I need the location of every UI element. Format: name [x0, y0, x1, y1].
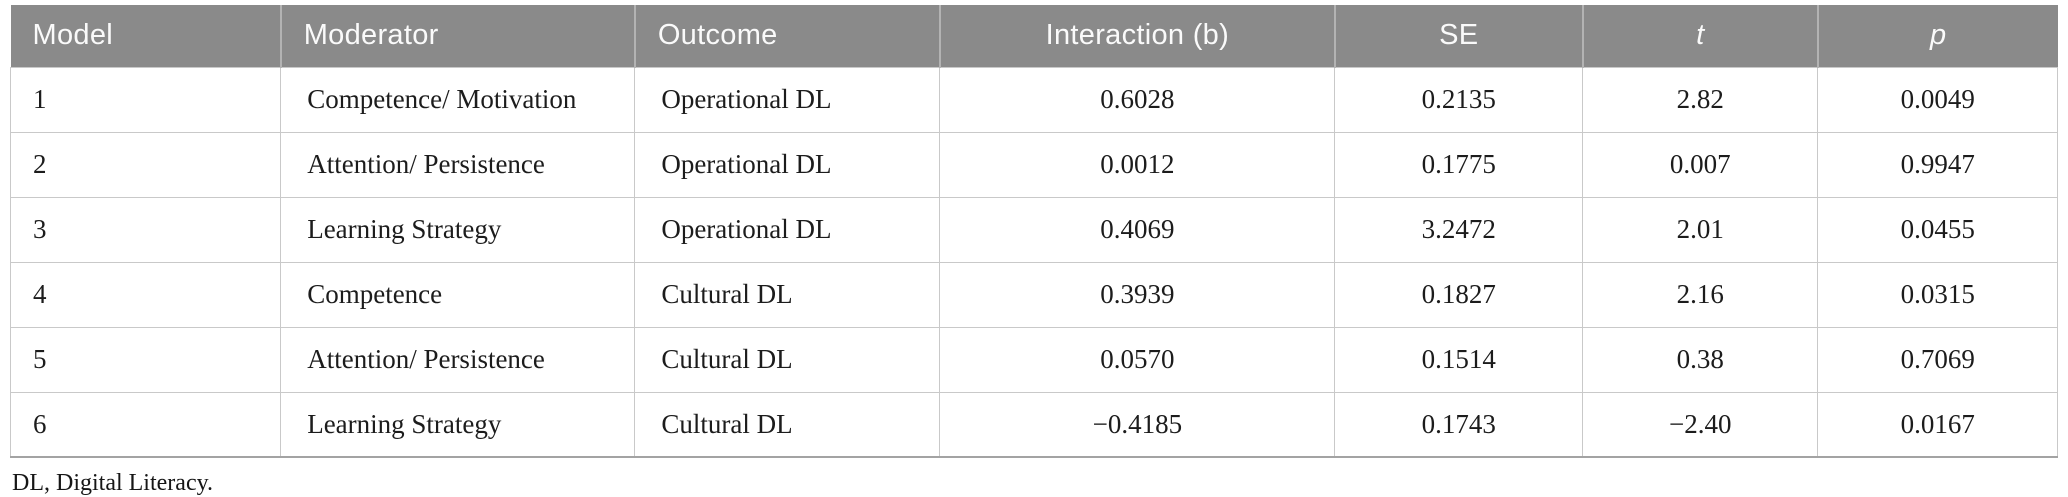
cell-moderator: Attention/ Persistence: [280, 131, 636, 198]
cell-t: 2.01: [1582, 196, 1819, 263]
cell-t: 2.16: [1582, 261, 1819, 328]
cell-t: 2.82: [1582, 66, 1819, 133]
table-footnote: DL, Digital Literacy.: [12, 470, 214, 496]
cell-p: 0.0049: [1817, 66, 2058, 133]
table-row: 1 Competence/ Motivation Operational DL 0.6…: [9, 66, 2058, 133]
cell-p: 0.0455: [1817, 196, 2058, 263]
moderation-results-table: Model Moderator Outcome Interaction (b) …: [9, 5, 2058, 458]
cell-t: 0.38: [1582, 326, 1819, 393]
cell-p: 0.9947: [1817, 131, 2058, 198]
cell-se: 0.1775: [1334, 131, 1584, 198]
cell-p: 0.0315: [1817, 261, 2058, 328]
cell-interaction_b: 0.0012: [939, 131, 1336, 198]
cell-p: 0.7069: [1817, 326, 2058, 393]
header-row: Model Moderator Outcome Interaction (b) …: [10, 5, 2058, 67]
cell-t: 0.007: [1582, 131, 1819, 198]
cell-interaction_b: 0.0570: [939, 326, 1336, 393]
cell-moderator: Attention/ Persistence: [280, 326, 636, 393]
table-row: 5 Attention/ Persistence Cultural DL 0.0570…: [9, 326, 2058, 393]
header-p: p: [1816, 5, 2058, 67]
cell-se: 3.2472: [1334, 196, 1584, 263]
cell-moderator: Competence: [280, 261, 636, 328]
cell-model: 1: [9, 66, 282, 133]
cell-moderator: Learning Strategy: [280, 196, 636, 263]
cell-interaction_b: 0.4069: [939, 196, 1336, 263]
cell-model: 4: [9, 261, 282, 328]
results-table-page: Model Moderator Outcome Interaction (b) …: [9, 5, 2058, 497]
cell-t: −2.40: [1582, 391, 1819, 458]
cell-outcome: Cultural DL: [634, 391, 941, 458]
header-se: SE: [1333, 5, 1583, 67]
header-interaction: Interaction (b): [938, 5, 1335, 67]
header-t: t: [1581, 5, 1818, 67]
cell-interaction_b: 0.6028: [939, 66, 1336, 133]
table-row: 2 Attention/ Persistence Operational DL 0.0…: [9, 131, 2058, 198]
cell-model: 5: [9, 326, 282, 393]
table-row: 4 Competence Cultural DL 0.3939 0.1827 2.16 0.…: [9, 261, 2058, 328]
header-moderator: Moderator: [279, 5, 635, 67]
cell-model: 6: [9, 391, 282, 458]
cell-interaction_b: 0.3939: [939, 261, 1336, 328]
cell-outcome: Operational DL: [634, 196, 941, 263]
cell-outcome: Cultural DL: [634, 326, 941, 393]
table-body: 1 Competence/ Motivation Operational DL 0.6…: [9, 66, 2058, 458]
cell-moderator: Learning Strategy: [280, 391, 636, 458]
cell-outcome: Operational DL: [634, 131, 941, 198]
cell-model: 3: [9, 196, 282, 263]
cell-moderator: Competence/ Motivation: [280, 66, 636, 133]
cell-p: 0.0167: [1817, 391, 2058, 458]
table-header: Model Moderator Outcome Interaction (b) …: [10, 5, 2058, 67]
cell-se: 0.2135: [1334, 66, 1584, 133]
cell-outcome: Operational DL: [634, 66, 941, 133]
header-model: Model: [10, 5, 281, 67]
table-row: 3 Learning Strategy Operational DL 0.4069 3.…: [9, 196, 2058, 263]
table-row: 6 Learning Strategy Cultural DL −0.4185 0.17…: [9, 391, 2058, 458]
cell-se: 0.1514: [1334, 326, 1584, 393]
cell-model: 2: [9, 131, 282, 198]
header-outcome: Outcome: [633, 5, 940, 67]
cell-outcome: Cultural DL: [634, 261, 941, 328]
cell-interaction_b: −0.4185: [939, 391, 1336, 458]
cell-se: 0.1827: [1334, 261, 1584, 328]
cell-se: 0.1743: [1334, 391, 1584, 458]
